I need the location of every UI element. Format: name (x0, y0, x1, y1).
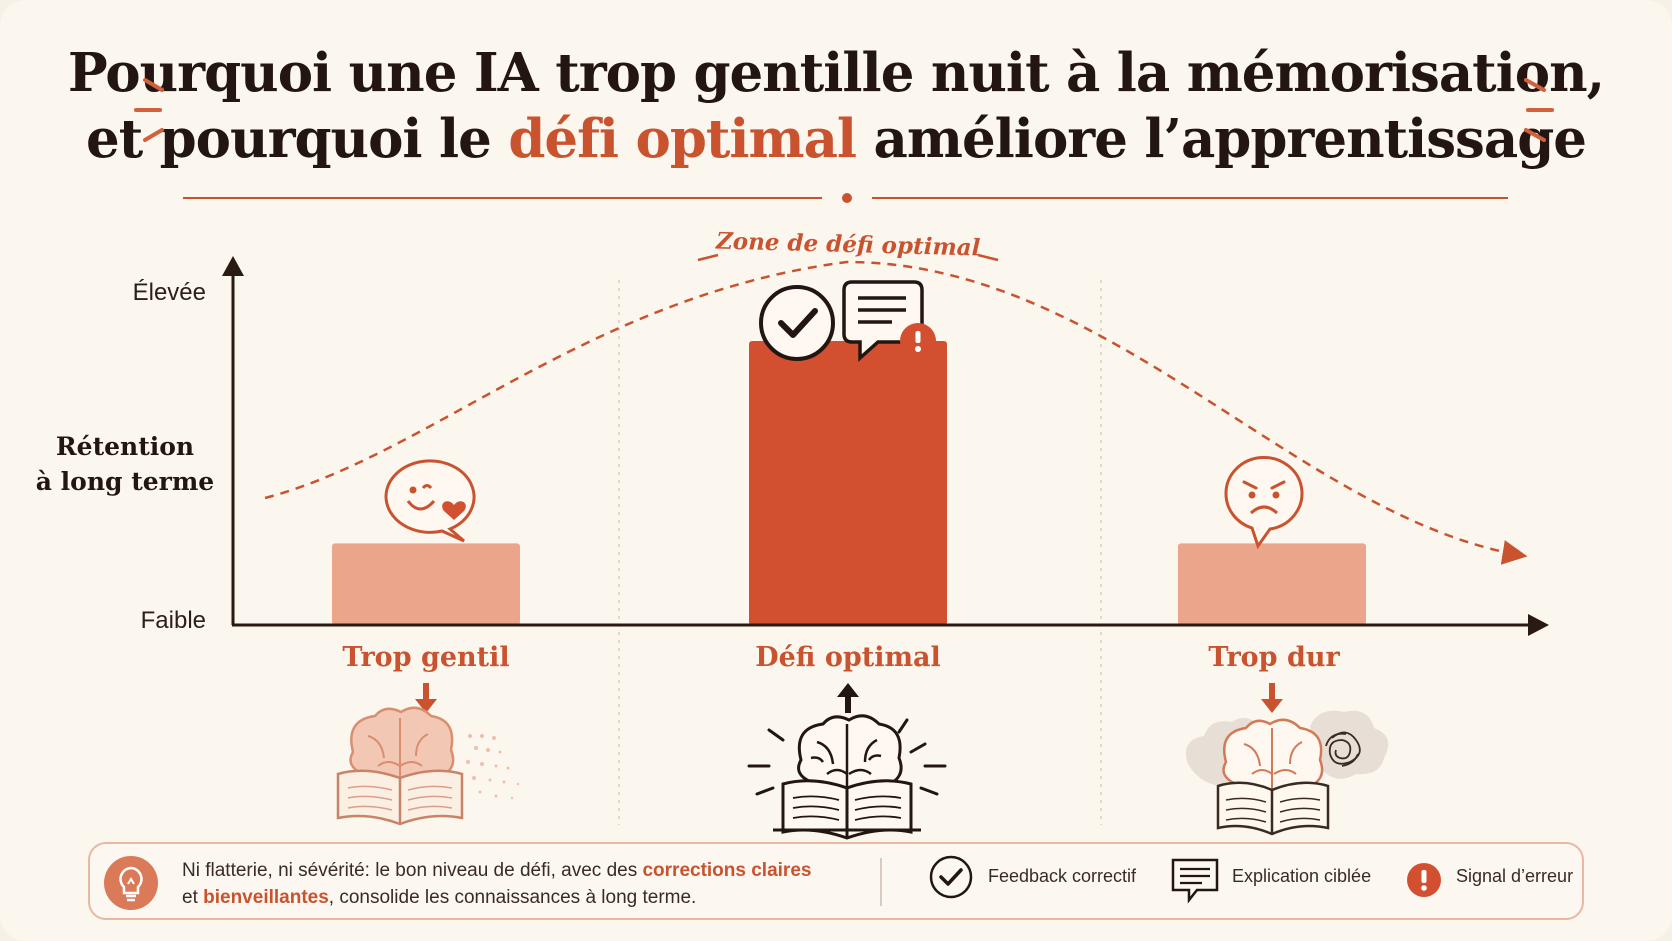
category-label-defi-optimal: Défi optimal (755, 642, 941, 673)
category-label-trop-gentil: Trop gentil (342, 642, 509, 673)
footer-summary-box: Ni flatterie, ni sévérité: le bon niveau… (88, 842, 1584, 920)
footer-text: Ni flatterie, ni sévérité: le bon niveau… (182, 857, 882, 911)
footer-highlight-2: bienveillantes (203, 887, 329, 908)
title-line-2-prefix: et pourquoi le (85, 108, 509, 170)
challenge-curve (264, 260, 1528, 565)
check-circle-icon (759, 285, 835, 361)
y-axis-label-line-2: à long terme (36, 467, 214, 496)
error-alert-icon (900, 323, 936, 359)
left-sparkle-icon (134, 78, 164, 142)
bars-group (332, 341, 1366, 625)
bar-trop-gentil (332, 543, 520, 625)
arrow-down-icon (1261, 683, 1283, 713)
footer-text-part-1: Ni flatterie, ni sévérité: le bon niveau… (182, 860, 643, 881)
arrow-down-icon (415, 683, 437, 713)
footer-divider (880, 858, 882, 906)
bar-defi-optimal (749, 341, 947, 625)
check-circle-icon (928, 854, 974, 905)
footer-text-part-2: et (182, 887, 204, 908)
title-line-1: Pourquoi une IA trop gentille nuit à la … (67, 42, 1605, 104)
bar-trop-dur (1178, 543, 1366, 625)
overwhelmed-brain-book-icon (1186, 710, 1389, 836)
arrow-up-icon (837, 683, 859, 713)
faded-brain-book-icon (336, 706, 520, 826)
title-line-2-suffix: améliore l’apprentissage (856, 108, 1588, 170)
right-sparkle-icon (1524, 78, 1554, 142)
legend-label-feedback: Feedback correctif (988, 866, 1137, 886)
footer-highlight-1: corrections claires (642, 860, 812, 881)
chart-axes (222, 256, 1549, 636)
title-separator (183, 193, 1508, 203)
category-label-trop-dur: Trop dur (1208, 642, 1340, 673)
lightbulb-icon (104, 856, 158, 910)
speech-bubble-icon (1170, 854, 1220, 909)
angry-speech-bubble-icon (1224, 455, 1304, 550)
y-axis-label-line-1: Rétention (56, 432, 194, 461)
curve-label: Zone de défi optimal (715, 228, 981, 262)
y-tick-high: Élevée (133, 279, 206, 306)
happy-speech-bubble-icon (384, 459, 476, 543)
energized-brain-book-icon (747, 714, 947, 840)
title-line-2: et pourquoi le défi optimal améliore l’a… (0, 106, 1672, 172)
legend-label-explanation: Explication ciblée (1232, 866, 1372, 886)
legend-label-error-signal: Signal d’erreur (1456, 866, 1574, 886)
y-tick-low: Faible (141, 607, 206, 634)
curve-label-group: Zone de défi optimal (697, 228, 999, 262)
alert-icon (1406, 862, 1442, 903)
footer-text-part-3: , consolide les connaissances à long ter… (328, 887, 697, 908)
title-accent: défi optimal (508, 108, 857, 170)
page-title: Pourquoi une IA trop gentille nuit à la … (0, 40, 1672, 172)
